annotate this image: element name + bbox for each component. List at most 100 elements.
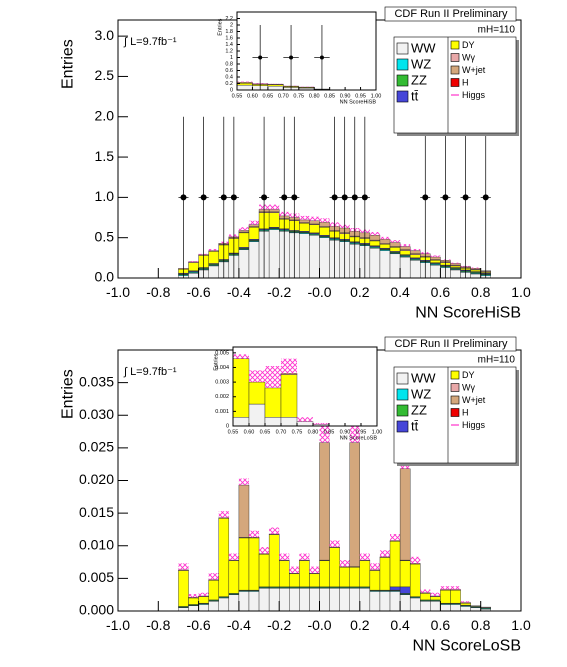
x-tick-label: 1.00 [372, 430, 383, 436]
x-tick-label: 0.2 [350, 617, 370, 633]
y-tick-label: 0.035 [79, 373, 114, 389]
chart-title: CDF Run II Preliminary [394, 338, 508, 350]
x-tick-label: 1.0 [511, 617, 531, 633]
stack-bin [208, 601, 219, 612]
y-tick-label: 3.0 [95, 27, 115, 43]
stack-bin [267, 85, 284, 91]
stack-bin [208, 251, 219, 264]
stack-bin [440, 589, 451, 604]
stack-bin [309, 587, 320, 612]
stack-bin [280, 417, 298, 427]
signal-bin [208, 573, 219, 580]
data-point [351, 194, 358, 201]
stack-bin [188, 272, 199, 279]
stack-bin [369, 569, 381, 571]
stack-bin [460, 602, 471, 604]
legend-swatch [396, 74, 409, 87]
stack-bin [420, 593, 431, 601]
x-tick-label: -1.0 [106, 617, 130, 633]
stack-bin [232, 417, 250, 427]
stack-bin [389, 586, 401, 591]
signal-bin [281, 358, 297, 374]
stack-bin [379, 250, 391, 279]
stack-bin [359, 587, 371, 612]
x-tick-label: -0.0 [307, 284, 331, 300]
x-tick-label: 0.2 [350, 284, 370, 300]
legend-label: ZZ [411, 72, 427, 87]
x-tick-label: 0.70 [278, 94, 289, 100]
stack-bin [399, 250, 411, 255]
signal-bin [369, 563, 380, 570]
legend-label: W+jet [462, 65, 486, 75]
stack-bin [319, 222, 330, 227]
stack-bin [440, 589, 451, 591]
y-tick-label: 1 [230, 55, 233, 61]
stack-bin [430, 260, 441, 263]
x-tick-label: 0.85 [324, 94, 335, 100]
signal-bin [379, 236, 391, 240]
stack-bin [228, 560, 240, 594]
stack-bin [238, 591, 250, 612]
stack-bin [299, 560, 310, 588]
signal-bin [188, 594, 199, 598]
stack-bin [248, 227, 260, 240]
stack-bin [359, 559, 371, 561]
signal-bin [359, 553, 370, 561]
y-tick-label: 0.001 [215, 409, 229, 415]
stack-bin [399, 246, 411, 250]
stack-bin [268, 209, 280, 213]
y-tick-label: 2 [230, 22, 233, 28]
y-tick-label: 0.003 [215, 380, 229, 386]
legend-label: DY [462, 40, 475, 50]
signal-bin [228, 553, 239, 561]
x-tick-label: 0.65 [260, 430, 271, 436]
legend-label: WW [411, 40, 436, 55]
x-axis-label: NN ScoreHiSB [340, 100, 377, 106]
stack-bin [309, 235, 320, 279]
stack-bin [299, 587, 310, 612]
data-point [220, 194, 227, 201]
x-tick-label: 0.75 [293, 94, 304, 100]
stack-bin [399, 468, 411, 561]
stack-bin [208, 580, 219, 601]
x-tick-label: -0.4 [227, 284, 251, 300]
stack-bin [309, 572, 320, 575]
x-tick-label: -0.6 [187, 284, 211, 300]
x-axis-label: NN ScoreLoSB [340, 436, 378, 442]
legend-swatch [450, 408, 460, 417]
stack-bin [218, 518, 230, 597]
legend-swatch [396, 90, 409, 103]
data-point [281, 194, 288, 201]
x-tick-label: 0.75 [292, 430, 303, 436]
stack-bin [248, 537, 260, 539]
x-tick-label: -0.6 [187, 617, 211, 633]
stack-bin [329, 547, 340, 588]
signal-bin [349, 416, 360, 443]
stack-bin [319, 587, 330, 612]
signal-bin [249, 370, 265, 383]
stack-bin [218, 597, 230, 612]
x-tick-label: 0.95 [355, 94, 366, 100]
stack-bin [218, 517, 230, 519]
stack-bin [248, 403, 266, 427]
x-tick-label: -0.0 [307, 617, 331, 633]
y-tick-label: 0.020 [79, 471, 114, 487]
legend-swatch [450, 383, 460, 392]
legend-label: Higgs [462, 90, 486, 100]
data-point [361, 194, 368, 201]
data-point [289, 55, 294, 60]
stack-bin [319, 227, 330, 236]
y-tick-label: 0.002 [215, 394, 229, 400]
stack-bin [208, 250, 219, 252]
stack-bin [268, 229, 280, 279]
stack-bin [349, 587, 361, 612]
stack-bin [430, 264, 441, 279]
x-tick-label: 0.80 [309, 94, 320, 100]
signal-bin [420, 589, 431, 593]
stack-bin [309, 573, 320, 588]
legend-swatch [396, 42, 409, 55]
legend-label: tt̄ [411, 418, 419, 433]
stack-bin [309, 220, 320, 225]
signal-bin [208, 248, 219, 251]
signal-bin [460, 601, 471, 603]
